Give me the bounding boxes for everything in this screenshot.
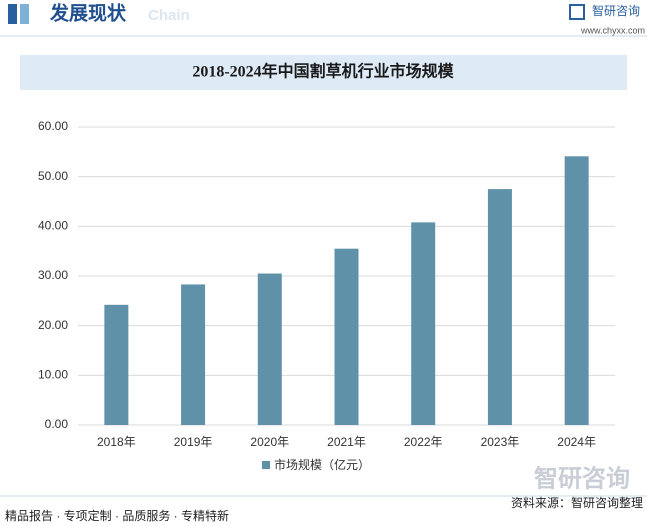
header-subtitle: Chain <box>148 7 190 24</box>
bar <box>104 304 129 425</box>
x-tick-label: 2023年 <box>481 435 520 449</box>
title-band <box>20 55 627 90</box>
y-tick-label: 10.00 <box>38 368 68 382</box>
brand-name: 智研咨询 <box>592 3 640 18</box>
x-tick-label: 2022年 <box>404 435 443 449</box>
tagline: 精品报告 · 专项定制 · 品质服务 · 专精特新 <box>5 508 229 523</box>
x-tick-label: 2021年 <box>327 435 366 449</box>
header-icon <box>8 4 17 24</box>
legend-label: 市场规模（亿元） <box>274 457 370 472</box>
legend-swatch <box>262 461 270 469</box>
y-tick-label: 40.00 <box>38 219 68 233</box>
bar <box>181 284 206 425</box>
x-tick-label: 2020年 <box>250 435 289 449</box>
y-tick-label: 60.00 <box>38 119 68 133</box>
bar <box>334 248 359 425</box>
plot: 0.00 10.00 20.00 30.00 40.00 50.00 60.00 2018年 2… <box>38 119 615 472</box>
bar <box>411 222 436 425</box>
bar <box>487 189 512 425</box>
brand-icon <box>569 4 585 20</box>
header-icon <box>20 4 29 24</box>
bar <box>564 156 589 425</box>
y-tick-label: 0.00 <box>45 417 69 431</box>
x-tick-label: 2018年 <box>97 435 136 449</box>
header-title: 发展现状 <box>49 2 127 25</box>
y-tick-label: 30.00 <box>38 268 68 282</box>
chart-title: 2018-2024年中国割草机行业市场规模 <box>192 62 454 81</box>
footer-logo: 智研咨询 <box>534 464 630 492</box>
y-tick-label: 20.00 <box>38 318 68 332</box>
x-tick-label: 2024年 <box>557 435 596 449</box>
source: 资料来源：智研咨询整理 <box>511 495 643 510</box>
y-tick-label: 50.00 <box>38 169 68 183</box>
x-tick-label: 2019年 <box>174 435 213 449</box>
bar <box>257 273 282 425</box>
brand-url: www.chyxx.com <box>580 25 645 35</box>
